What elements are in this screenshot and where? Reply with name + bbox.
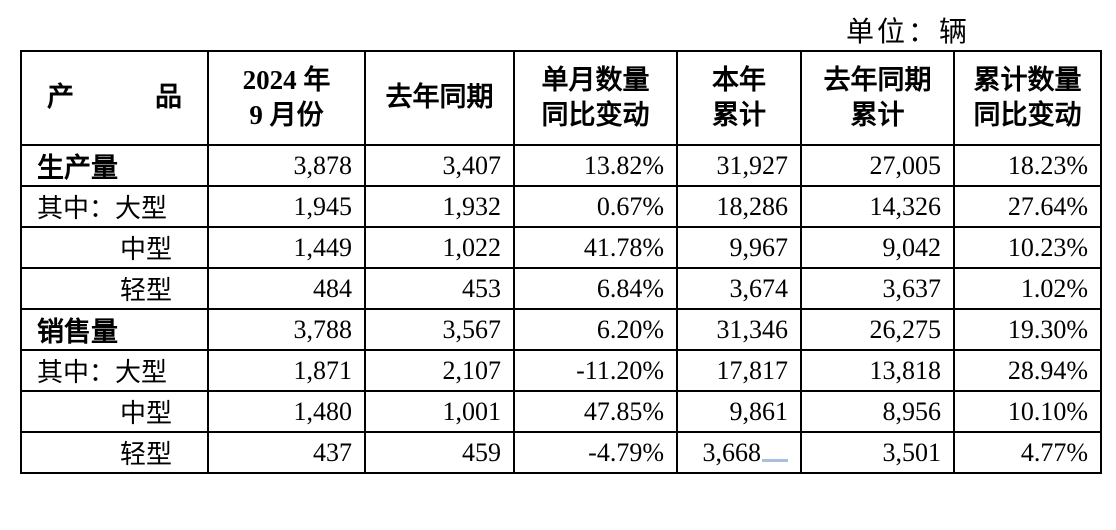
cell-ytd-yoy-change: 4.77% (953, 431, 1102, 474)
cell-ytd-yoy-change: 28.94% (953, 349, 1102, 392)
cell-month-value: 484 (207, 267, 366, 310)
cell-month-yoy-change: 13.82% (513, 144, 678, 187)
row-label: 轻型 (20, 267, 209, 310)
row-label: 销售量 (20, 308, 209, 351)
cell-ytd-yoy-change: 27.64% (953, 185, 1102, 228)
cell-ytd-value: 3,674 (676, 267, 802, 310)
cell-ytd-value-text: 3,668 (702, 437, 762, 467)
cell-last-year-month-value: 1,001 (364, 390, 515, 433)
unit-label: 单位：辆 (846, 17, 971, 48)
cell-ytd-yoy-change: 18.23% (953, 144, 1102, 187)
cell-last-year-ytd-value: 3,637 (800, 267, 955, 310)
cell-last-year-month-value: 1,932 (364, 185, 515, 228)
cell-month-yoy-change: 6.20% (513, 308, 678, 351)
cell-month-value: 1,449 (207, 226, 366, 269)
cell-month-yoy-change: 47.85% (513, 390, 678, 433)
cell-month-yoy-change: -4.79% (513, 431, 678, 474)
cell-month-yoy-change: 6.84% (513, 267, 678, 310)
cell-last-year-month-value: 2,107 (364, 349, 515, 392)
cell-ytd-value: 3,668 (676, 431, 802, 474)
column-header-month-yoy-change: 单月数量 同比变动 (513, 50, 678, 146)
table-row-sales-total: 销售量 3,788 3,567 6.20% 31,346 26,275 19.3… (20, 308, 1102, 351)
table-row-production-total: 生产量 3,878 3,407 13.82% 31,927 27,005 18.… (20, 144, 1102, 187)
column-header-ytd-yoy-change: 累计数量 同比变动 (953, 50, 1102, 146)
cell-month-value: 3,878 (207, 144, 366, 187)
table-row-sales-light: 轻型 437 459 -4.79% 3,668 3,501 4.77% (20, 431, 1102, 474)
cell-last-year-ytd-value: 3,501 (800, 431, 955, 474)
cell-ytd-yoy-change: 10.23% (953, 226, 1102, 269)
table-row-production-light: 轻型 484 453 6.84% 3,674 3,637 1.02% (20, 267, 1102, 310)
row-label: 其中：大型 (20, 349, 209, 392)
cell-last-year-month-value: 459 (364, 431, 515, 474)
cell-month-value: 437 (207, 431, 366, 474)
cell-month-value: 1,945 (207, 185, 366, 228)
cell-last-year-ytd-value: 26,275 (800, 308, 955, 351)
cell-last-year-month-value: 453 (364, 267, 515, 310)
cell-ytd-value: 17,817 (676, 349, 802, 392)
cell-ytd-value: 18,286 (676, 185, 802, 228)
cell-last-year-month-value: 3,407 (364, 144, 515, 187)
column-header-last-year-month: 去年同期 (364, 50, 515, 146)
table-row-sales-large: 其中：大型 1,871 2,107 -11.20% 17,817 13,818 … (20, 349, 1102, 392)
cell-month-yoy-change: 41.78% (513, 226, 678, 269)
column-header-ytd-total: 本年 累计 (676, 50, 802, 146)
cell-month-value: 1,871 (207, 349, 366, 392)
cell-last-year-ytd-value: 13,818 (800, 349, 955, 392)
cell-ytd-yoy-change: 1.02% (953, 267, 1102, 310)
cell-month-value: 1,480 (207, 390, 366, 433)
row-label: 轻型 (20, 431, 209, 474)
cell-ytd-value: 9,967 (676, 226, 802, 269)
cell-last-year-month-value: 3,567 (364, 308, 515, 351)
cell-ytd-yoy-change: 19.30% (953, 308, 1102, 351)
table-row-sales-medium: 中型 1,480 1,001 47.85% 9,861 8,956 10.10% (20, 390, 1102, 433)
row-label: 生产量 (20, 144, 209, 187)
cell-month-value: 3,788 (207, 308, 366, 351)
cell-last-year-ytd-value: 9,042 (800, 226, 955, 269)
cell-ytd-value: 31,927 (676, 144, 802, 187)
table-row-production-large: 其中：大型 1,945 1,932 0.67% 18,286 14,326 27… (20, 185, 1102, 228)
cell-last-year-ytd-value: 27,005 (800, 144, 955, 187)
stray-underline-artifact (762, 458, 788, 462)
row-label: 中型 (20, 226, 209, 269)
column-header-product: 产 品 (20, 50, 209, 146)
row-label: 中型 (20, 390, 209, 433)
cell-last-year-month-value: 1,022 (364, 226, 515, 269)
cell-ytd-value: 31,346 (676, 308, 802, 351)
column-header-last-year-ytd-total: 去年同期 累计 (800, 50, 955, 146)
cell-last-year-ytd-value: 8,956 (800, 390, 955, 433)
cell-month-yoy-change: 0.67% (513, 185, 678, 228)
row-label: 其中：大型 (20, 185, 209, 228)
cell-ytd-value: 9,861 (676, 390, 802, 433)
table-row-production-medium: 中型 1,449 1,022 41.78% 9,967 9,042 10.23% (20, 226, 1102, 269)
cell-last-year-ytd-value: 14,326 (800, 185, 955, 228)
cell-month-yoy-change: -11.20% (513, 349, 678, 392)
cell-ytd-yoy-change: 10.10% (953, 390, 1102, 433)
